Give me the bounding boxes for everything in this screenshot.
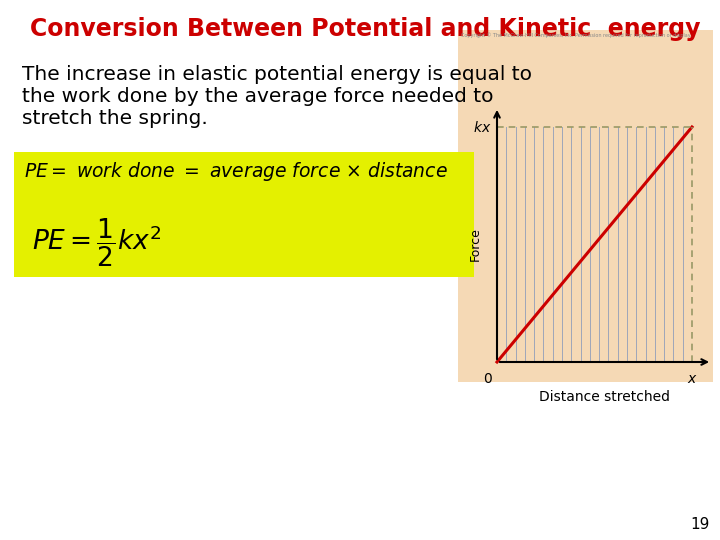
Text: $kx$: $kx$	[472, 119, 491, 134]
Text: $PE = \dfrac{1}{2}kx^2$: $PE = \dfrac{1}{2}kx^2$	[32, 217, 161, 269]
Text: Distance stretched: Distance stretched	[539, 390, 670, 404]
Bar	[458, 30, 713, 382]
Text: Force: Force	[469, 227, 482, 261]
Bar	[14, 152, 474, 277]
Text: $PE = $ work done $=$ average force $\times$ distance: $PE = $ work done $=$ average force $\ti…	[24, 160, 448, 183]
Text: 19: 19	[690, 517, 710, 532]
Text: 0: 0	[483, 372, 492, 386]
Text: Conversion Between Potential and Kinetic  energy: Conversion Between Potential and Kinetic…	[30, 17, 701, 41]
Text: the work done by the average force needed to: the work done by the average force neede…	[22, 87, 493, 106]
Text: The increase in elastic potential energy is equal to: The increase in elastic potential energy…	[22, 65, 532, 84]
Text: $x$: $x$	[687, 372, 698, 386]
Text: Copyright © The McGraw-Hill Companies, Inc. Permission required for reproduction: Copyright © The McGraw-Hill Companies, I…	[461, 32, 691, 38]
Text: stretch the spring.: stretch the spring.	[22, 109, 208, 128]
